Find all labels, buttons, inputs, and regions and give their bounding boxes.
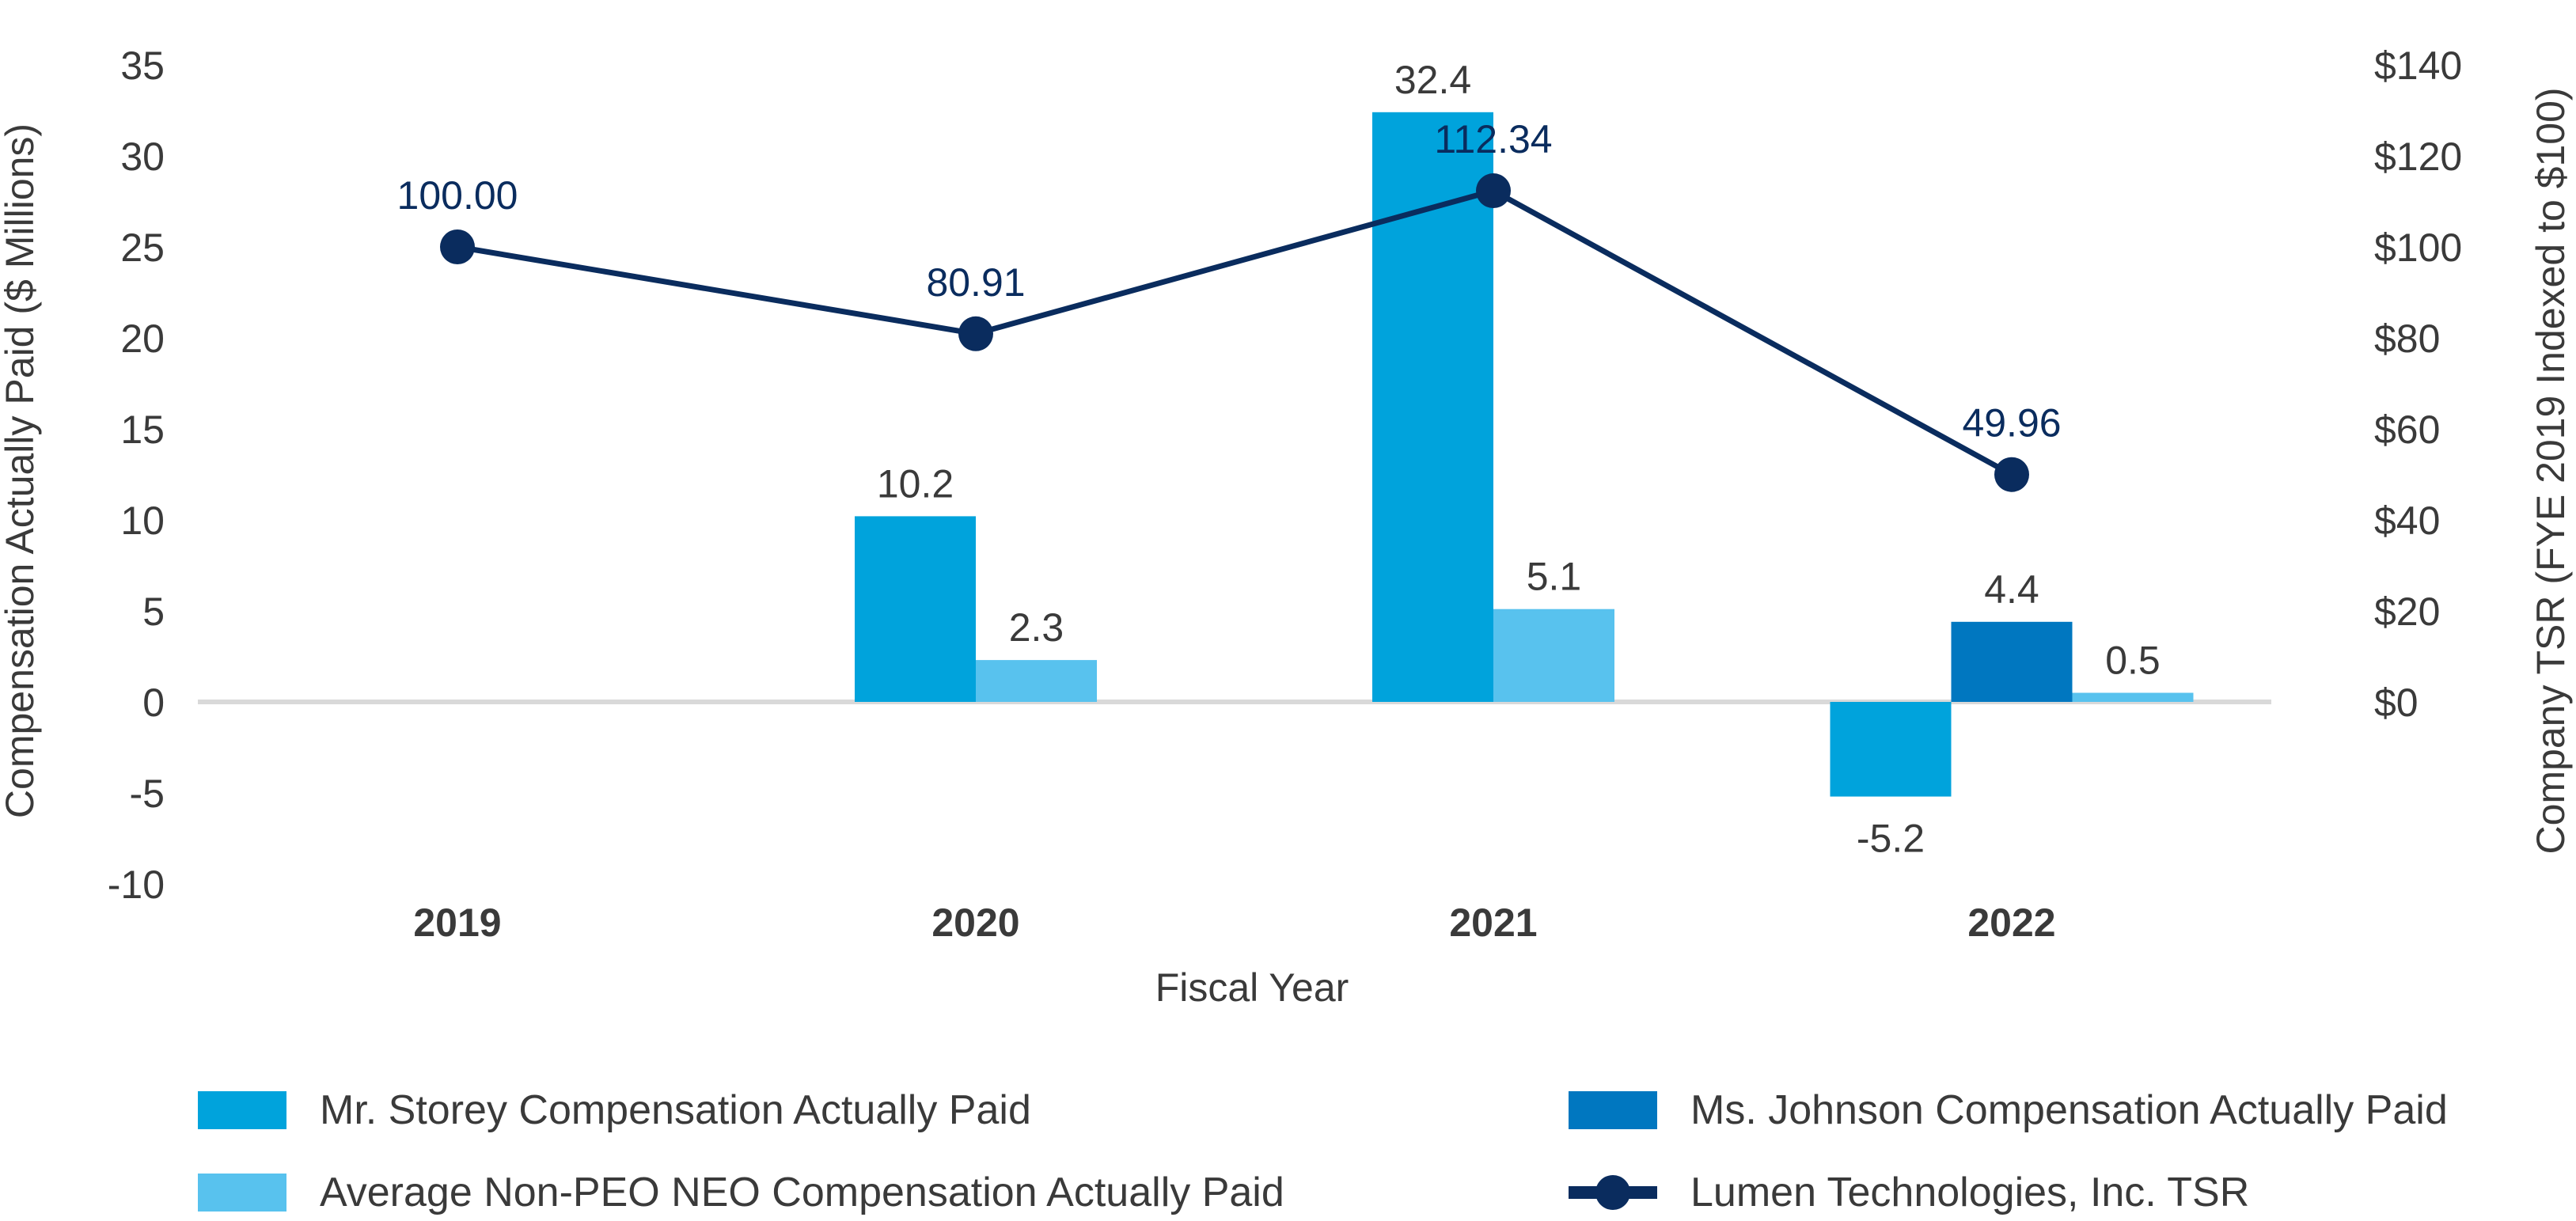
y-tick-right: $0 — [2374, 681, 2419, 725]
y-tick-left: 5 — [142, 590, 165, 634]
tsr-point-2022 — [1994, 457, 2029, 492]
y-tick-right: $20 — [2374, 590, 2440, 634]
data-label-2021-series-2: 5.1 — [1527, 555, 1582, 599]
tsr-point-2020 — [958, 316, 993, 351]
category-labels: 2019 2020 2021 2022 — [413, 901, 2055, 945]
y-tick-right: $140 — [2374, 44, 2462, 88]
x-tick-2019: 2019 — [413, 901, 501, 945]
bar-2021-series-0 — [1372, 112, 1493, 703]
tsr-label-2021: 112.34 — [1434, 117, 1552, 161]
y-tick-left: 20 — [120, 317, 165, 361]
y-tick-right: $80 — [2374, 317, 2440, 361]
x-axis-title: Fiscal Year — [1155, 965, 1349, 1010]
data-label-2022-series-1: 4.4 — [1984, 567, 2039, 612]
y-tick-left: -10 — [108, 863, 165, 907]
y-tick-left: 25 — [120, 226, 165, 270]
tsr-label-2019: 100.00 — [397, 173, 518, 218]
data-label-2022-series-2: 0.5 — [2105, 639, 2161, 683]
data-label-2020-series-2: 2.3 — [1009, 605, 1064, 650]
bar-2022-series-1 — [1951, 621, 2073, 702]
tsr-label-2020: 80.91 — [926, 260, 1025, 305]
right-axis-ticks: $140 $120 $100 $80 $60 $40 $20 $0 — [2374, 44, 2462, 725]
tsr-label-2022: 49.96 — [1962, 401, 2061, 446]
tsr-line — [457, 188, 2013, 477]
bar-2022-series-2 — [2072, 692, 2194, 702]
bar-2021-series-2 — [1493, 609, 1614, 702]
y-axis-title-left: Compensation Actually Paid ($ Millions) — [0, 123, 42, 818]
x-tick-2020: 2020 — [931, 901, 1019, 945]
left-axis-ticks: 35 30 25 20 15 10 5 0 -5 -10 — [108, 44, 165, 907]
data-label-2022-series-0: -5.2 — [1857, 817, 1925, 861]
y-tick-left: 30 — [120, 135, 165, 179]
tsr-point-2019 — [440, 229, 475, 264]
y-tick-left: 15 — [120, 408, 165, 452]
tsr-line-series: 100.00 80.91 112.34 49.96 — [397, 117, 2062, 492]
bar-2020-series-2 — [976, 660, 1097, 702]
y-tick-right: $40 — [2374, 499, 2440, 543]
y-tick-left: 10 — [120, 499, 165, 543]
bar-2022-series-0 — [1830, 702, 1952, 797]
y-axis-title-right: Company TSR (FYE 2019 Indexed to $100) — [2529, 87, 2573, 854]
y-tick-right: $100 — [2374, 226, 2462, 270]
y-tick-right: $120 — [2374, 135, 2462, 179]
tsr-point-2021 — [1476, 173, 1511, 209]
y-tick-left: 0 — [142, 681, 165, 725]
y-tick-left: 35 — [120, 44, 165, 88]
y-tick-left: -5 — [130, 772, 165, 816]
bar-2020-series-0 — [855, 516, 976, 702]
x-tick-2022: 2022 — [1967, 901, 2055, 945]
bars: 10.2 2.3 32.4 5.1 -5.2 4.4 0.5 — [855, 58, 2194, 861]
x-tick-2021: 2021 — [1449, 901, 1537, 945]
y-tick-right: $60 — [2374, 408, 2440, 452]
data-label-2020-series-0: 10.2 — [877, 461, 954, 506]
data-label-2021-series-0: 32.4 — [1394, 58, 1471, 102]
